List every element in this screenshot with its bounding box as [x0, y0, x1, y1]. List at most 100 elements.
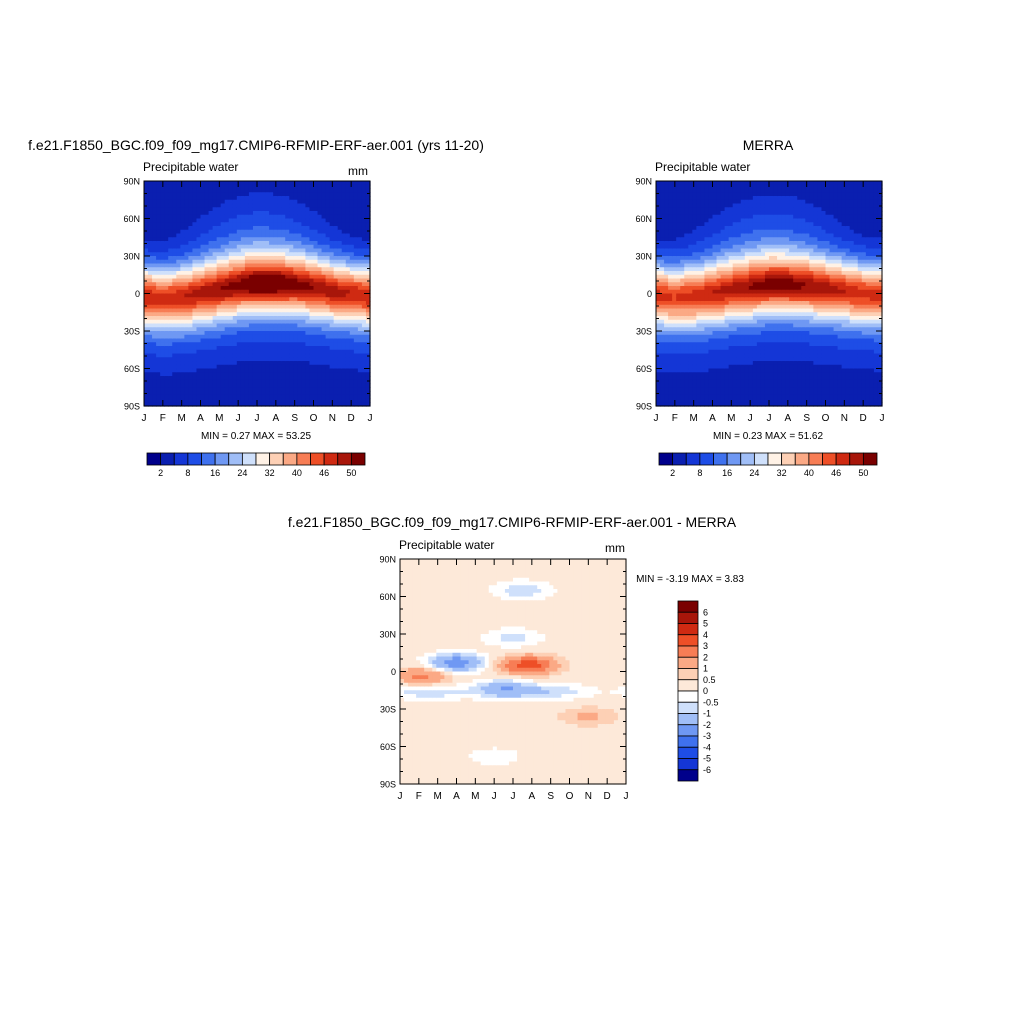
- contour-cell: [293, 357, 298, 362]
- contour-cell: [361, 244, 367, 250]
- contour-cell: [188, 334, 194, 340]
- contour-cell: [656, 301, 661, 306]
- contour-cell: [696, 387, 701, 392]
- contour-cell: [156, 229, 161, 235]
- contour-cell: [244, 301, 250, 306]
- contour-cell: [337, 394, 343, 400]
- contour-cell: [252, 222, 258, 227]
- contour-cell: [732, 368, 738, 373]
- contour-cell: [341, 207, 347, 212]
- contour-cell: [748, 394, 754, 400]
- contour-cell: [748, 334, 754, 340]
- contour-cell: [152, 331, 157, 336]
- contour-cell: [228, 297, 234, 302]
- contour-cell: [325, 256, 331, 261]
- contour-cell: [180, 256, 185, 261]
- contour-cell: [720, 357, 726, 362]
- contour-cell: [180, 289, 185, 295]
- contour-cell: [269, 274, 274, 280]
- contour-cell: [692, 259, 697, 265]
- contour-cell: [184, 256, 189, 261]
- contour-cell: [164, 342, 169, 347]
- contour-cell: [236, 316, 242, 321]
- contour-cell: [257, 301, 262, 306]
- contour-cell: [261, 278, 266, 283]
- contour-cell: [708, 192, 714, 197]
- contour-cell: [176, 368, 181, 373]
- contour-cell: [285, 237, 290, 242]
- x-tick-label: S: [291, 413, 298, 424]
- contour-cell: [261, 387, 266, 392]
- contour-cell: [261, 312, 266, 317]
- contour-cell: [277, 263, 282, 268]
- contour-cell: [720, 207, 726, 212]
- contour-cell: [257, 319, 262, 325]
- contour-cell: [248, 376, 254, 381]
- contour-cell: [752, 259, 758, 265]
- contour-cell: [341, 289, 347, 295]
- contour-cell: [337, 207, 343, 212]
- contour-cell: [341, 286, 347, 291]
- contour-cell: [168, 331, 173, 336]
- contour-cell: [325, 259, 331, 265]
- contour-cell: [293, 293, 298, 298]
- contour-cell: [728, 196, 734, 201]
- contour-cell: [196, 308, 202, 313]
- contour-cell: [744, 398, 750, 403]
- contour-cell: [261, 364, 266, 370]
- contour-cell: [325, 229, 331, 235]
- contour-cell: [297, 203, 302, 208]
- colorbar-swatch: [214, 452, 230, 466]
- contour-cell: [688, 346, 693, 351]
- contour-cell: [265, 199, 270, 205]
- contour-cell: [365, 394, 371, 400]
- contour-cell: [333, 289, 339, 295]
- contour-cell: [708, 398, 714, 403]
- contour-cell: [325, 383, 331, 388]
- contour-cell: [180, 338, 185, 343]
- contour-cell: [349, 304, 355, 310]
- contour-cell: [345, 184, 351, 190]
- contour-cell: [720, 316, 726, 321]
- contour-cell: [184, 244, 189, 250]
- contour-cell: [204, 342, 210, 347]
- contour-cell: [748, 331, 754, 336]
- contour-cell: [200, 368, 206, 373]
- contour-cell: [365, 181, 371, 186]
- y-tick-label: 60N: [123, 214, 140, 224]
- contour-cell: [212, 353, 218, 358]
- contour-cell: [329, 282, 335, 287]
- contour-cell: [156, 349, 161, 355]
- contour-cell: [321, 248, 327, 253]
- contour-cell: [261, 211, 266, 216]
- contour-cell: [656, 282, 661, 287]
- contour-cell: [672, 383, 677, 388]
- contour-cell: [216, 372, 222, 377]
- contour-cell: [188, 319, 194, 325]
- contour-cell: [724, 237, 730, 242]
- contour-cell: [672, 278, 677, 283]
- contour-cell: [700, 241, 706, 246]
- contour-cell: [261, 357, 266, 362]
- contour-cell: [724, 319, 730, 325]
- contour-cell: [660, 214, 665, 220]
- contour-cell: [168, 282, 173, 287]
- contour-cell: [269, 379, 274, 385]
- contour-cell: [696, 391, 701, 396]
- contour-cell: [672, 207, 677, 212]
- contour-cell: [305, 331, 311, 336]
- contour-cell: [228, 229, 234, 235]
- contour-cell: [261, 297, 266, 302]
- contour-cell: [212, 383, 218, 388]
- contour-cell: [696, 259, 701, 265]
- contour-cell: [200, 379, 206, 385]
- contour-cell: [248, 199, 254, 205]
- contour-cell: [297, 368, 302, 373]
- contour-cell: [265, 361, 270, 366]
- contour-cell: [333, 327, 339, 332]
- contour-cell: [244, 192, 250, 197]
- contour-cell: [700, 349, 706, 355]
- contour-cell: [192, 342, 198, 347]
- contour-cell: [220, 402, 226, 407]
- contour-cell: [684, 233, 689, 238]
